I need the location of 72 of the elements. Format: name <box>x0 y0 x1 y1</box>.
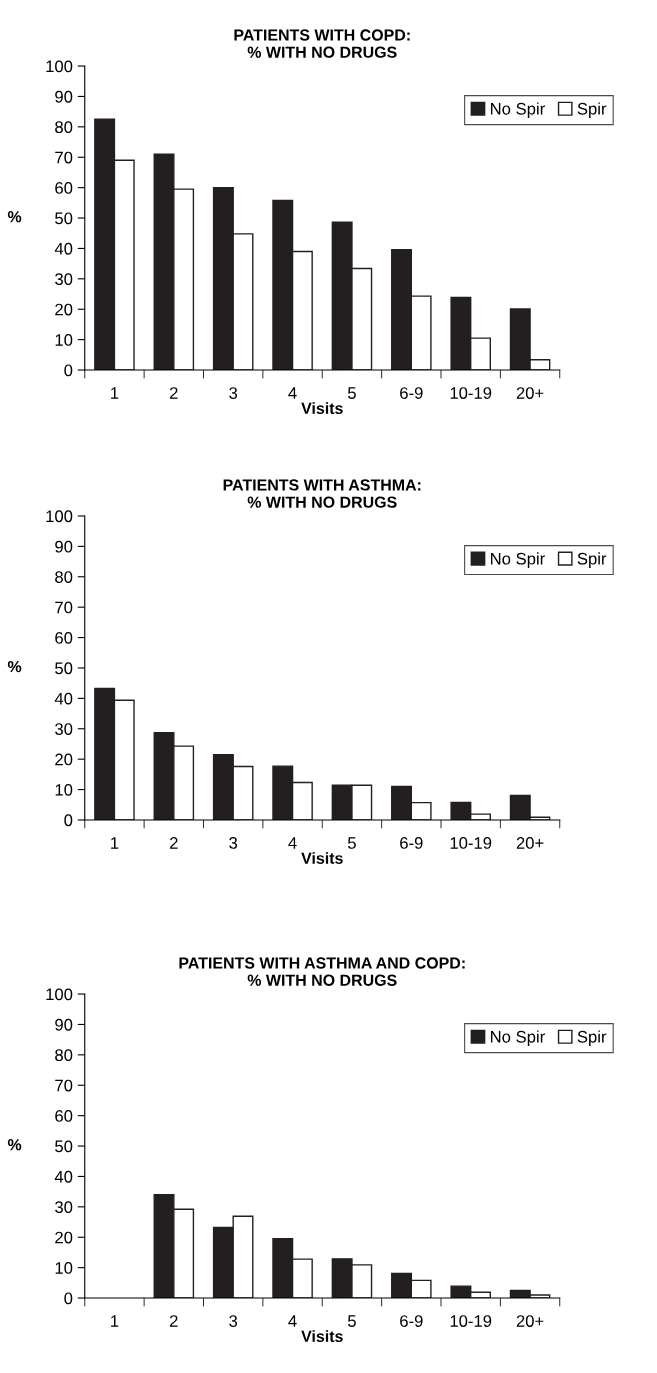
y-tick-label: 0 <box>64 1292 73 1305</box>
y-tick-label: 30 <box>55 723 73 735</box>
x-tick-label: 2 <box>170 387 178 399</box>
y-tick-label: 30 <box>55 1201 73 1214</box>
chart-title: PATIENTS WITH COPD: % WITH NO DRUGS <box>234 29 410 58</box>
y-tick-label: 0 <box>64 814 73 827</box>
x-tick-label: 6-9 <box>400 837 423 849</box>
y-tick-label: 0 <box>64 364 73 377</box>
chart-title: PATIENTS WITH ASTHMA AND COPD: % WITH NO DRUGS <box>179 957 465 986</box>
y-tick-label: 50 <box>55 212 73 225</box>
x-tick-label: 20+ <box>516 1315 544 1327</box>
x-tick-label: 1 <box>111 387 119 399</box>
x-tick-label: 4 <box>288 1315 297 1327</box>
y-tick-label: 100 <box>46 988 73 1001</box>
x-tick-label: 5 <box>347 387 356 399</box>
x-tick-label: 3 <box>229 387 238 399</box>
y-tick-label: 30 <box>55 273 73 286</box>
y-tick-label: 40 <box>54 242 73 255</box>
y-axis-title: % <box>7 1139 22 1151</box>
y-tick-label: 10 <box>55 1262 73 1274</box>
x-tick-label: 5 <box>347 1315 356 1327</box>
x-tick-label: 1 <box>111 1315 119 1327</box>
y-tick-label: 80 <box>55 1049 73 1062</box>
y-tick-label: 40 <box>54 1170 73 1183</box>
y-tick-label: 20 <box>55 303 73 316</box>
legend-label: No Spir <box>491 1030 545 1046</box>
y-axis-title: % <box>7 211 22 223</box>
y-tick-label: 100 <box>46 60 73 73</box>
y-tick-label: 80 <box>55 121 73 134</box>
y-tick-label: 90 <box>55 90 73 103</box>
x-tick-label: 6-9 <box>400 387 423 399</box>
legend-label: Spir <box>577 552 607 568</box>
y-tick-label: 70 <box>55 151 73 164</box>
y-axis-title: % <box>7 660 22 673</box>
y-tick-label: 100 <box>46 510 73 523</box>
y-tick-label: 10 <box>55 783 73 796</box>
x-tick-label: 2 <box>170 837 178 849</box>
y-tick-label: 70 <box>55 601 73 614</box>
x-tick-label: 2 <box>170 1315 178 1327</box>
legend-label: No Spir <box>491 552 545 568</box>
x-tick-label: 1 <box>111 837 119 849</box>
x-tick-label: 5 <box>347 837 356 849</box>
x-axis-title: Visits <box>301 402 343 414</box>
y-tick-label: 20 <box>55 753 73 766</box>
y-tick-label: 60 <box>55 631 73 644</box>
x-axis-title: Visits <box>301 852 343 864</box>
x-tick-label: 6-9 <box>400 1315 423 1327</box>
y-tick-label: 60 <box>55 182 73 194</box>
chart-title: PATIENTS WITH ASTHMA: % WITH NO DRUGS <box>223 479 421 508</box>
y-tick-label: 50 <box>55 1140 73 1153</box>
y-tick-label: 70 <box>55 1079 73 1092</box>
legend-label: No Spir <box>491 102 545 118</box>
y-tick-label: 20 <box>55 1231 73 1244</box>
x-tick-label: 10-19 <box>450 837 492 849</box>
x-tick-label: 3 <box>229 837 238 849</box>
x-tick-label: 10-19 <box>450 387 492 399</box>
x-tick-label: 4 <box>288 837 297 849</box>
y-tick-label: 60 <box>55 1110 73 1122</box>
y-tick-label: 10 <box>55 334 73 346</box>
x-axis-title: Visits <box>301 1330 343 1342</box>
legend-label: Spir <box>577 1030 607 1046</box>
y-tick-label: 40 <box>54 692 73 705</box>
x-tick-label: 4 <box>288 387 297 399</box>
y-tick-label: 90 <box>55 1018 73 1031</box>
y-tick-label: 80 <box>55 571 73 583</box>
y-tick-label: 90 <box>55 540 73 553</box>
legend-label: Spir <box>577 102 607 118</box>
x-tick-label: 20+ <box>516 387 544 399</box>
x-tick-label: 3 <box>229 1315 238 1327</box>
y-tick-label: 50 <box>55 662 73 675</box>
x-tick-label: 20+ <box>516 837 544 849</box>
x-tick-label: 10-19 <box>450 1315 492 1327</box>
